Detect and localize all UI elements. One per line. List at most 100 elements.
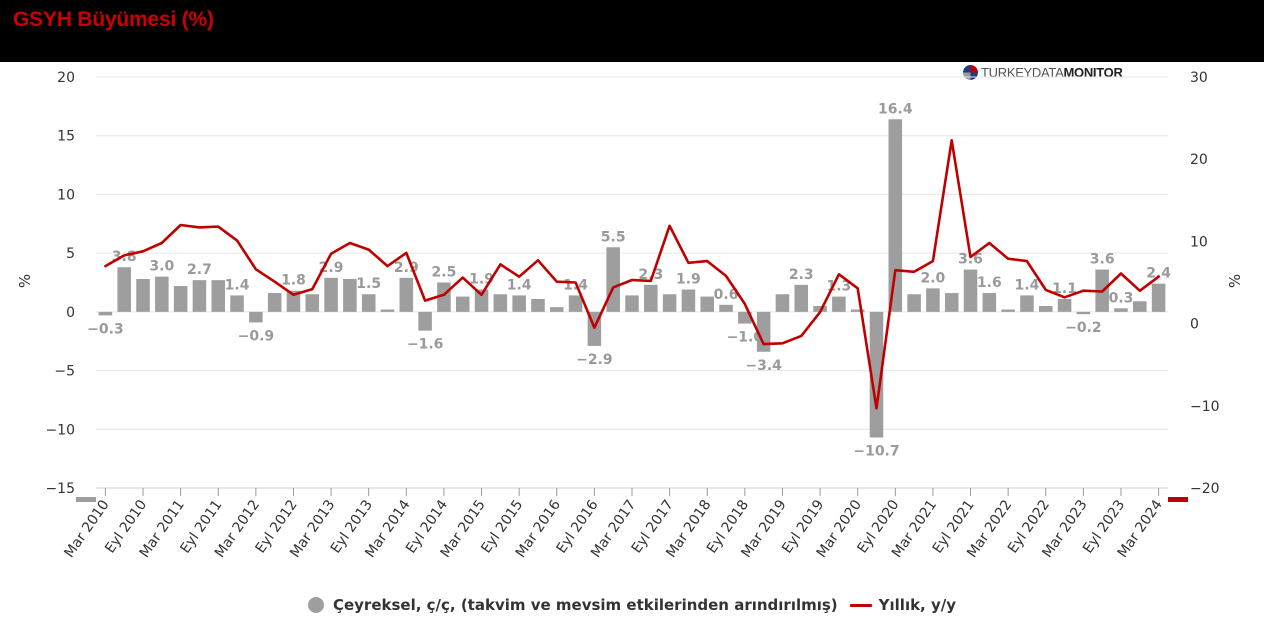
- globe-icon: [963, 64, 978, 80]
- bar-data-label: 1.4: [1015, 277, 1040, 293]
- bar: [286, 290, 301, 312]
- y-left-tick-label: 20: [57, 70, 75, 86]
- legend-label-annual: Yıllık, y/y: [878, 596, 957, 614]
- brand-logo: TURKEYDATA MONITOR: [963, 63, 1123, 81]
- quarterly-bars: [98, 119, 1166, 438]
- left-range-handle: [76, 497, 96, 502]
- bar-data-label: −0.9: [238, 328, 275, 344]
- bar-data-label: −10.7: [853, 444, 899, 460]
- bar: [1076, 311, 1091, 315]
- bar: [211, 280, 226, 312]
- y-right-tick-label: 10: [1190, 234, 1208, 250]
- bar-data-label: −3.4: [745, 358, 782, 374]
- bar-data-label: 2.4: [1146, 266, 1171, 282]
- bar: [813, 305, 827, 312]
- y-right-tick-label: 0: [1190, 317, 1199, 333]
- bar: [1151, 283, 1166, 312]
- bar: [982, 293, 997, 312]
- y-axis-left-title: %: [16, 274, 34, 288]
- bar: [662, 294, 677, 312]
- bar: [625, 295, 639, 312]
- bar: [474, 289, 489, 312]
- bar-data-label: 1.6: [977, 275, 1002, 291]
- y-left-tick-label: −5: [54, 364, 75, 380]
- bar: [267, 293, 282, 312]
- bar-data-label: 16.4: [878, 101, 913, 117]
- bar-data-label: 3.6: [958, 252, 983, 268]
- y-right-tick-label: 30: [1190, 70, 1208, 86]
- bar-data-label: 1.9: [676, 272, 701, 288]
- bar: [700, 296, 714, 312]
- bar-data-label: 0.6: [714, 287, 739, 303]
- grid-lines: [96, 76, 1168, 489]
- bar: [399, 277, 414, 312]
- bar-data-label: −0.2: [1065, 320, 1102, 336]
- bar-data-label: 5.5: [601, 229, 626, 245]
- bar-data-label: 2.5: [432, 265, 457, 281]
- y-left-tick-label: −15: [45, 481, 75, 497]
- logo-text-part1: TURKEYDATA: [981, 64, 1064, 80]
- bar: [117, 267, 131, 312]
- bar-data-label: 2.3: [638, 267, 663, 283]
- page-title: GSYH Büyümesi (%): [13, 8, 214, 31]
- bar: [1133, 301, 1147, 312]
- logo-text-part2: MONITOR: [1063, 64, 1123, 80]
- chart-legend: Çeyreksel, ç/ç, (takvim ve mevsim etkile…: [0, 592, 1264, 618]
- bar: [926, 288, 940, 312]
- bar: [380, 309, 395, 312]
- bar-data-label: 3.6: [1090, 252, 1115, 268]
- bar-data-label: 1.3: [826, 279, 851, 295]
- bar: [794, 284, 809, 312]
- bar: [493, 294, 508, 312]
- bar-data-label: 1.8: [281, 273, 306, 289]
- legend-bar-swatch: [307, 597, 324, 613]
- bar: [1114, 308, 1128, 312]
- bar: [512, 295, 526, 312]
- bar-data-label: −0.3: [87, 321, 124, 337]
- bar: [455, 296, 470, 312]
- bar-data-label: 3.0: [149, 259, 174, 275]
- bar: [249, 311, 263, 323]
- bar: [531, 298, 545, 312]
- bar-data-label: 1.5: [356, 276, 381, 292]
- x-tick-label: Mar 2010: [61, 497, 112, 561]
- y-left-tick-label: 0: [66, 305, 75, 321]
- bar: [305, 294, 320, 312]
- gdp-growth-chart: −0.33.83.0 2.71.4−0.91.82.91.52.9−1.62.5 1…: [16, 70, 1244, 561]
- bar-data-label: 1.4: [507, 277, 532, 293]
- legend-item-quarterly[interactable]: Çeyreksel, ç/ç, (takvim ve mevsim etkile…: [307, 596, 838, 614]
- bar: [756, 311, 771, 352]
- bar: [343, 278, 357, 312]
- bar: [963, 269, 978, 312]
- bar: [192, 280, 207, 312]
- y-left-tick-label: −10: [45, 422, 75, 438]
- bar: [888, 119, 903, 312]
- bar-data-label: 3.8: [112, 249, 137, 265]
- legend-item-annual[interactable]: Yıllık, y/y: [849, 596, 957, 614]
- bar-data-label: 2.7: [187, 262, 212, 278]
- bar: [155, 276, 169, 312]
- annual-growth-line: [104, 139, 1160, 410]
- bar: [230, 295, 244, 312]
- y-right-tick-label: −20: [1190, 481, 1220, 497]
- bar: [681, 289, 696, 312]
- bar: [1057, 298, 1072, 312]
- bar: [644, 284, 658, 312]
- bar: [568, 295, 583, 312]
- bar: [869, 311, 884, 438]
- bar-data-label: 0.3: [1109, 290, 1134, 306]
- bar-data-label: 1.1: [1052, 281, 1077, 297]
- bar-data-label: 1.4: [225, 277, 250, 293]
- bar-data-label: −2.9: [576, 352, 613, 368]
- y-left-tick-label: 5: [66, 246, 75, 262]
- bar: [1038, 305, 1053, 312]
- bar: [944, 293, 959, 312]
- y-axis-right-title: %: [1226, 274, 1244, 288]
- bar: [775, 294, 790, 312]
- bar: [437, 282, 451, 312]
- bar: [361, 294, 376, 312]
- bar: [173, 286, 188, 312]
- bar: [907, 294, 921, 312]
- bar-data-label: −1.0: [727, 330, 764, 346]
